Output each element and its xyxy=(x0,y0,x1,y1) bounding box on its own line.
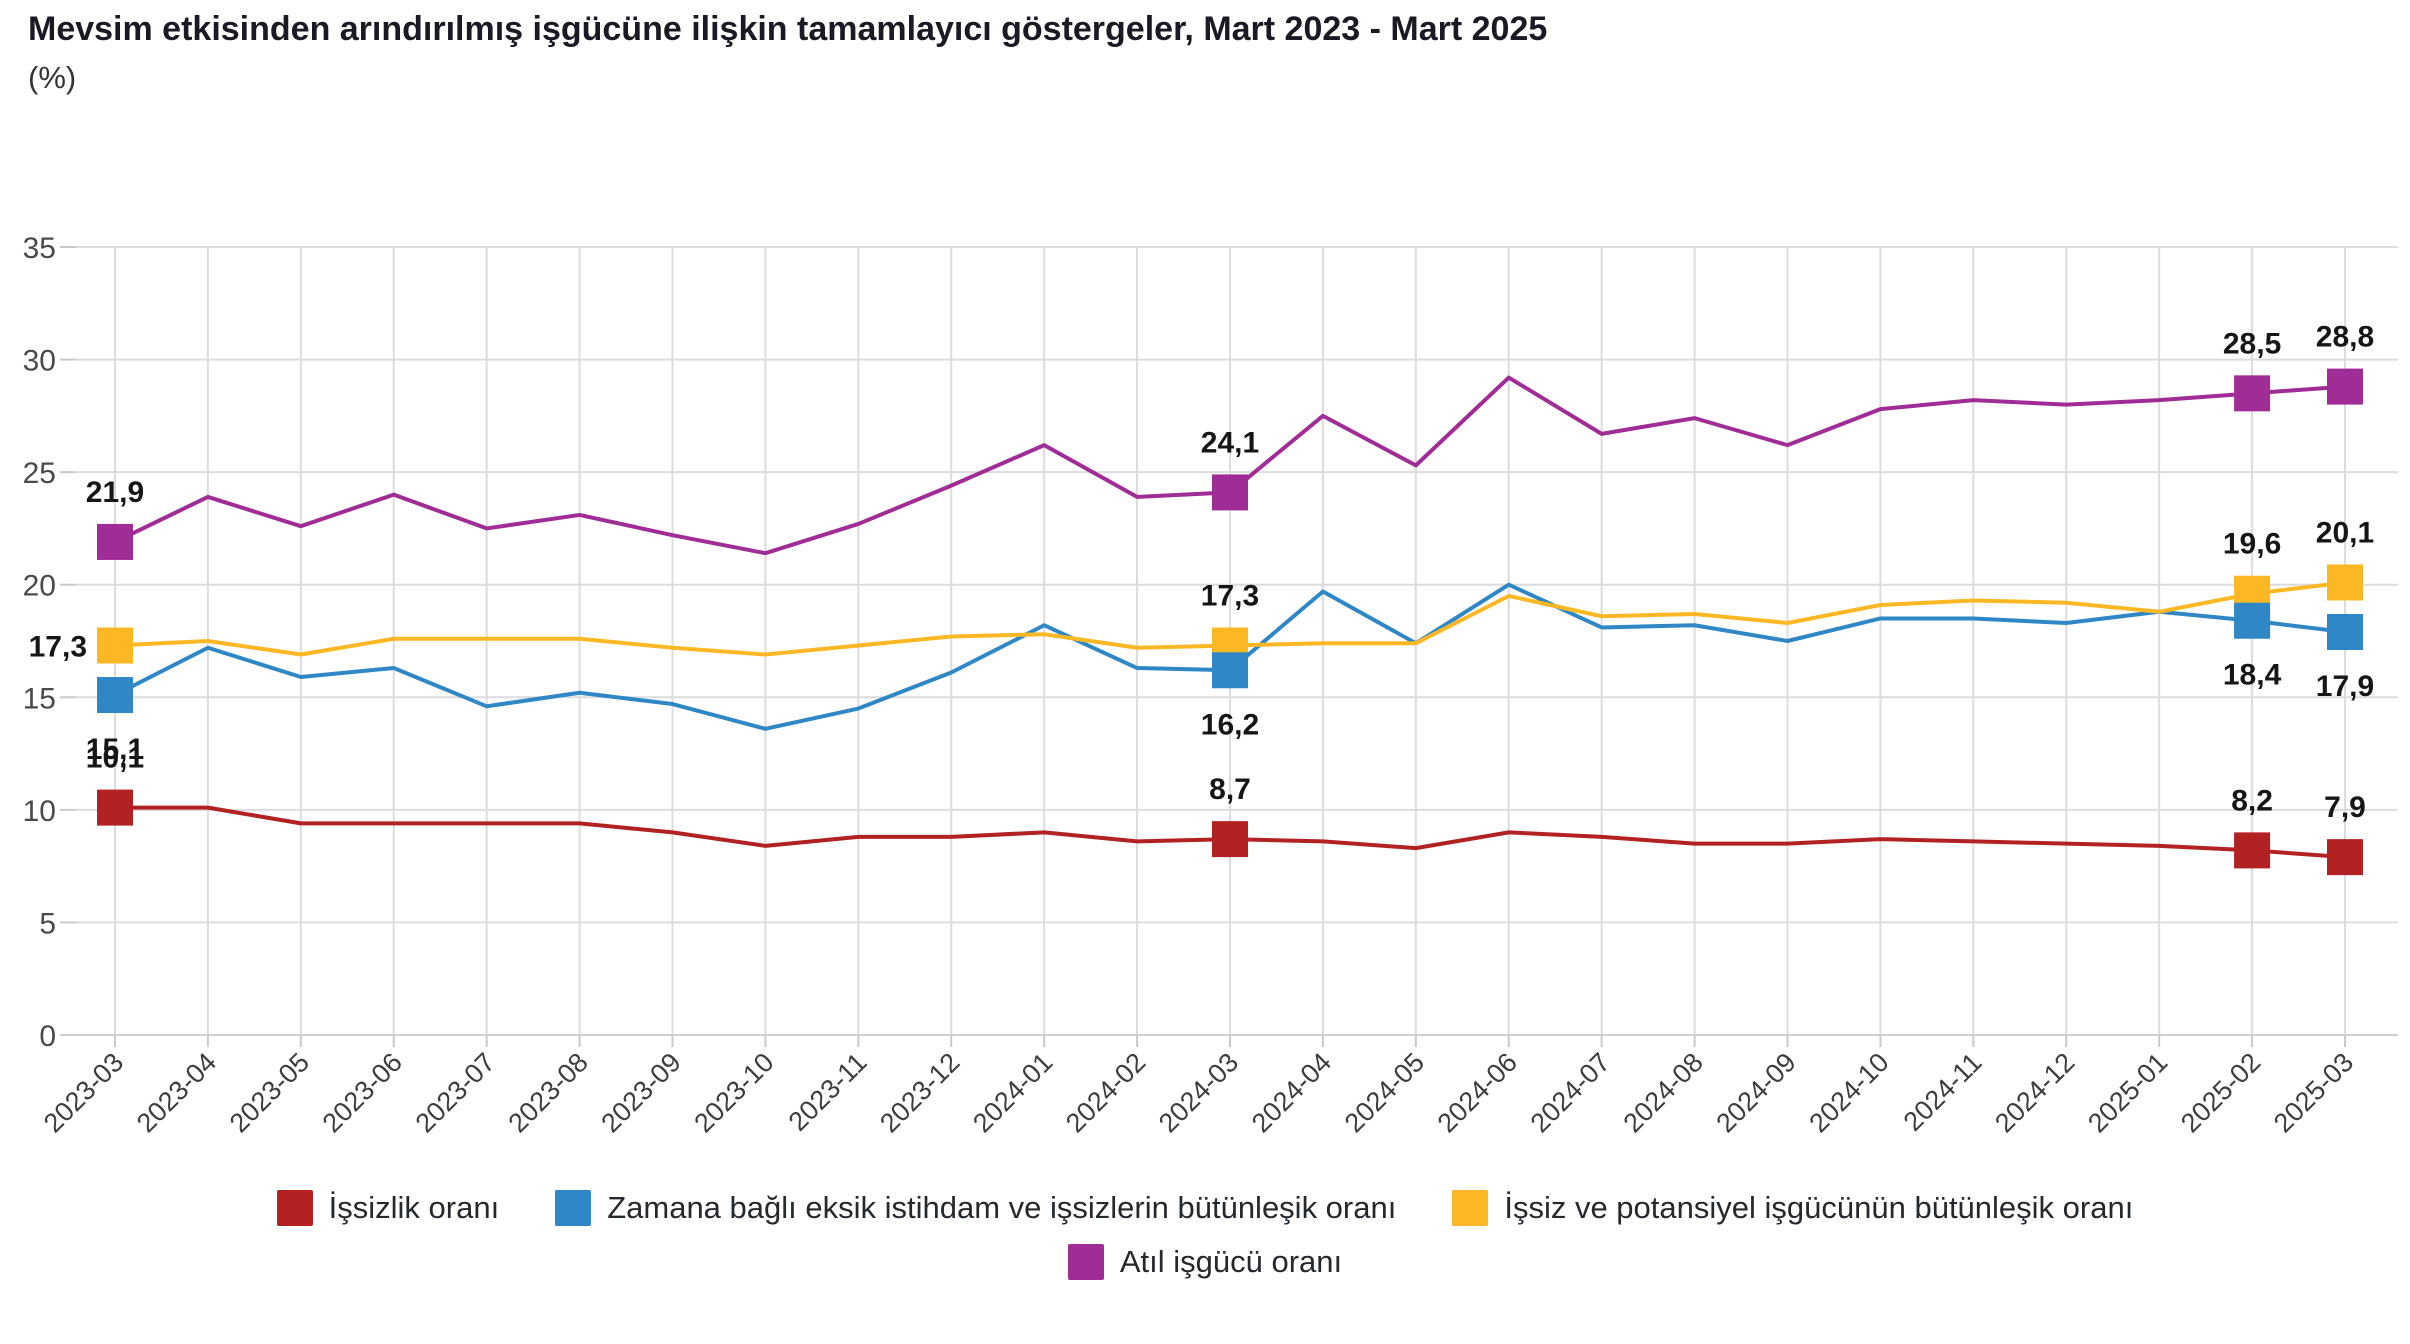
series-marker xyxy=(2327,564,2363,601)
legend-item-series-1[interactable]: Zamana bağlı eksik istihdam ve işsizleri… xyxy=(555,1190,1396,1226)
data-label: 8,7 xyxy=(1209,773,1251,806)
x-tick-label: 2023-04 xyxy=(131,1047,222,1138)
legend-label: İşsiz ve potansiyel işgücünün bütünleşik… xyxy=(1504,1190,2134,1225)
y-tick-label: 20 xyxy=(23,570,56,603)
series-marker xyxy=(2234,602,2271,639)
x-tick-label: 2024-01 xyxy=(967,1047,1058,1138)
series-marker xyxy=(1212,652,1248,689)
y-tick-label: 10 xyxy=(23,795,56,828)
x-tick-label: 2024-09 xyxy=(1710,1047,1801,1138)
y-tick-label: 30 xyxy=(23,345,56,378)
y-axis-grid: 0 5 10 15 20 25 30 35 xyxy=(23,232,2398,1053)
legend-item-series-3[interactable]: Atıl işgücü oranı xyxy=(1067,1244,1343,1280)
data-label: 8,2 xyxy=(2231,784,2273,817)
x-tick-label: 2023-07 xyxy=(410,1047,501,1138)
legend-label: İşsizlik oranı xyxy=(328,1190,500,1225)
x-tick-label: 2023-11 xyxy=(783,1047,873,1137)
data-label: 17,3 xyxy=(1201,580,1259,613)
x-tick-label: 2024-07 xyxy=(1525,1047,1616,1138)
x-tick-label: 2024-02 xyxy=(1060,1047,1151,1138)
x-tick-label: 2025-03 xyxy=(2268,1047,2359,1138)
legend-row: İşsizlik oranı Zamana bağlı eksik istihda… xyxy=(276,1190,2133,1226)
y-tick-label: 0 xyxy=(39,1020,56,1053)
y-tick-label: 15 xyxy=(23,682,56,715)
chart-legend: İşsizlik oranı Zamana bağlı eksik istihda… xyxy=(0,1190,2410,1280)
x-tick-label: 2025-01 xyxy=(2082,1047,2173,1138)
x-tick-label: 2024-08 xyxy=(1618,1047,1709,1138)
x-tick-label: 2023-10 xyxy=(688,1047,779,1138)
y-tick-label: 35 xyxy=(23,232,56,265)
chart-title: Mevsim etkisinden arındırılmış işgücüne … xyxy=(28,10,1548,48)
x-tick-label: 2024-11 xyxy=(1898,1047,1988,1137)
legend-label: Atıl işgücü oranı xyxy=(1119,1244,1343,1279)
legend-item-series-0[interactable]: İşsizlik oranı xyxy=(276,1190,500,1226)
legend-swatch xyxy=(555,1190,592,1226)
data-label: 20,1 xyxy=(2316,516,2374,549)
series-marker xyxy=(2234,375,2271,412)
series-marker xyxy=(97,789,133,826)
data-label: 28,8 xyxy=(2316,321,2374,354)
legend-label: Zamana bağlı eksik istihdam ve işsizleri… xyxy=(607,1190,1397,1225)
data-label: 17,9 xyxy=(2316,670,2374,703)
x-tick-label: 2025-02 xyxy=(2175,1047,2266,1138)
x-tick-label: 2023-12 xyxy=(874,1047,965,1138)
x-tick-label: 2023-09 xyxy=(595,1047,686,1138)
x-tick-label: 2023-08 xyxy=(503,1047,594,1138)
x-tick-label: 2024-05 xyxy=(1339,1047,1430,1138)
series-marker xyxy=(1212,821,1248,858)
data-label: 24,1 xyxy=(1201,426,1259,459)
chart-subtitle: (%) xyxy=(28,60,77,95)
legend-swatch xyxy=(1452,1190,1489,1226)
legend-swatch xyxy=(276,1190,313,1226)
x-axis-grid: 2023-03 2023-04 2023-05 2023-06 2023-07 2023-… xyxy=(38,247,2359,1138)
data-label: 18,4 xyxy=(2223,659,2282,692)
data-label: 10,1 xyxy=(86,742,144,775)
data-label: 19,6 xyxy=(2223,528,2281,561)
legend-row: Atıl işgücü oranı xyxy=(1067,1244,1343,1280)
y-tick-label: 25 xyxy=(23,457,56,490)
data-label: 7,9 xyxy=(2324,791,2366,824)
series-marker xyxy=(97,627,133,664)
x-tick-label: 2023-05 xyxy=(224,1047,315,1138)
data-label: 16,2 xyxy=(1201,708,1259,741)
x-tick-label: 2024-04 xyxy=(1246,1047,1337,1138)
x-tick-label: 2023-03 xyxy=(38,1047,129,1138)
data-label: 28,5 xyxy=(2223,327,2281,360)
legend-item-series-2[interactable]: İşsiz ve potansiyel işgücünün bütünleşik… xyxy=(1452,1190,2133,1226)
y-tick-label: 5 xyxy=(39,907,56,940)
x-tick-label: 2024-06 xyxy=(1432,1047,1523,1138)
data-label: 15,1 xyxy=(86,733,144,766)
series-marker xyxy=(2327,368,2363,405)
legend-swatch xyxy=(1067,1244,1104,1280)
series-marker xyxy=(97,523,133,560)
series-marker xyxy=(2327,839,2363,876)
data-label: 21,9 xyxy=(86,476,144,509)
x-tick-label: 2024-03 xyxy=(1153,1047,1244,1138)
x-tick-label: 2024-10 xyxy=(1803,1047,1894,1138)
x-tick-label: 2024-12 xyxy=(1989,1047,2080,1138)
series-marker xyxy=(97,677,133,714)
x-tick-label: 2023-06 xyxy=(317,1047,408,1138)
series-marker xyxy=(1212,474,1248,511)
series-marker xyxy=(2234,832,2271,869)
data-label: 17,3 xyxy=(29,631,87,664)
series-marker xyxy=(2327,613,2363,650)
